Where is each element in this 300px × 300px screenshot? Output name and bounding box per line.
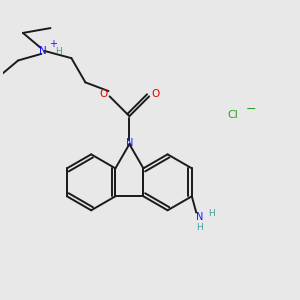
Text: H: H [196,223,203,232]
Text: Cl: Cl [227,110,238,120]
Text: N: N [39,46,47,56]
Text: +: + [49,39,57,50]
Text: N: N [196,212,203,222]
Text: H: H [208,209,215,218]
Text: O: O [99,89,107,99]
Text: H: H [55,47,62,56]
Text: N: N [126,138,133,148]
Text: O: O [152,89,160,99]
Text: −: − [245,103,256,116]
